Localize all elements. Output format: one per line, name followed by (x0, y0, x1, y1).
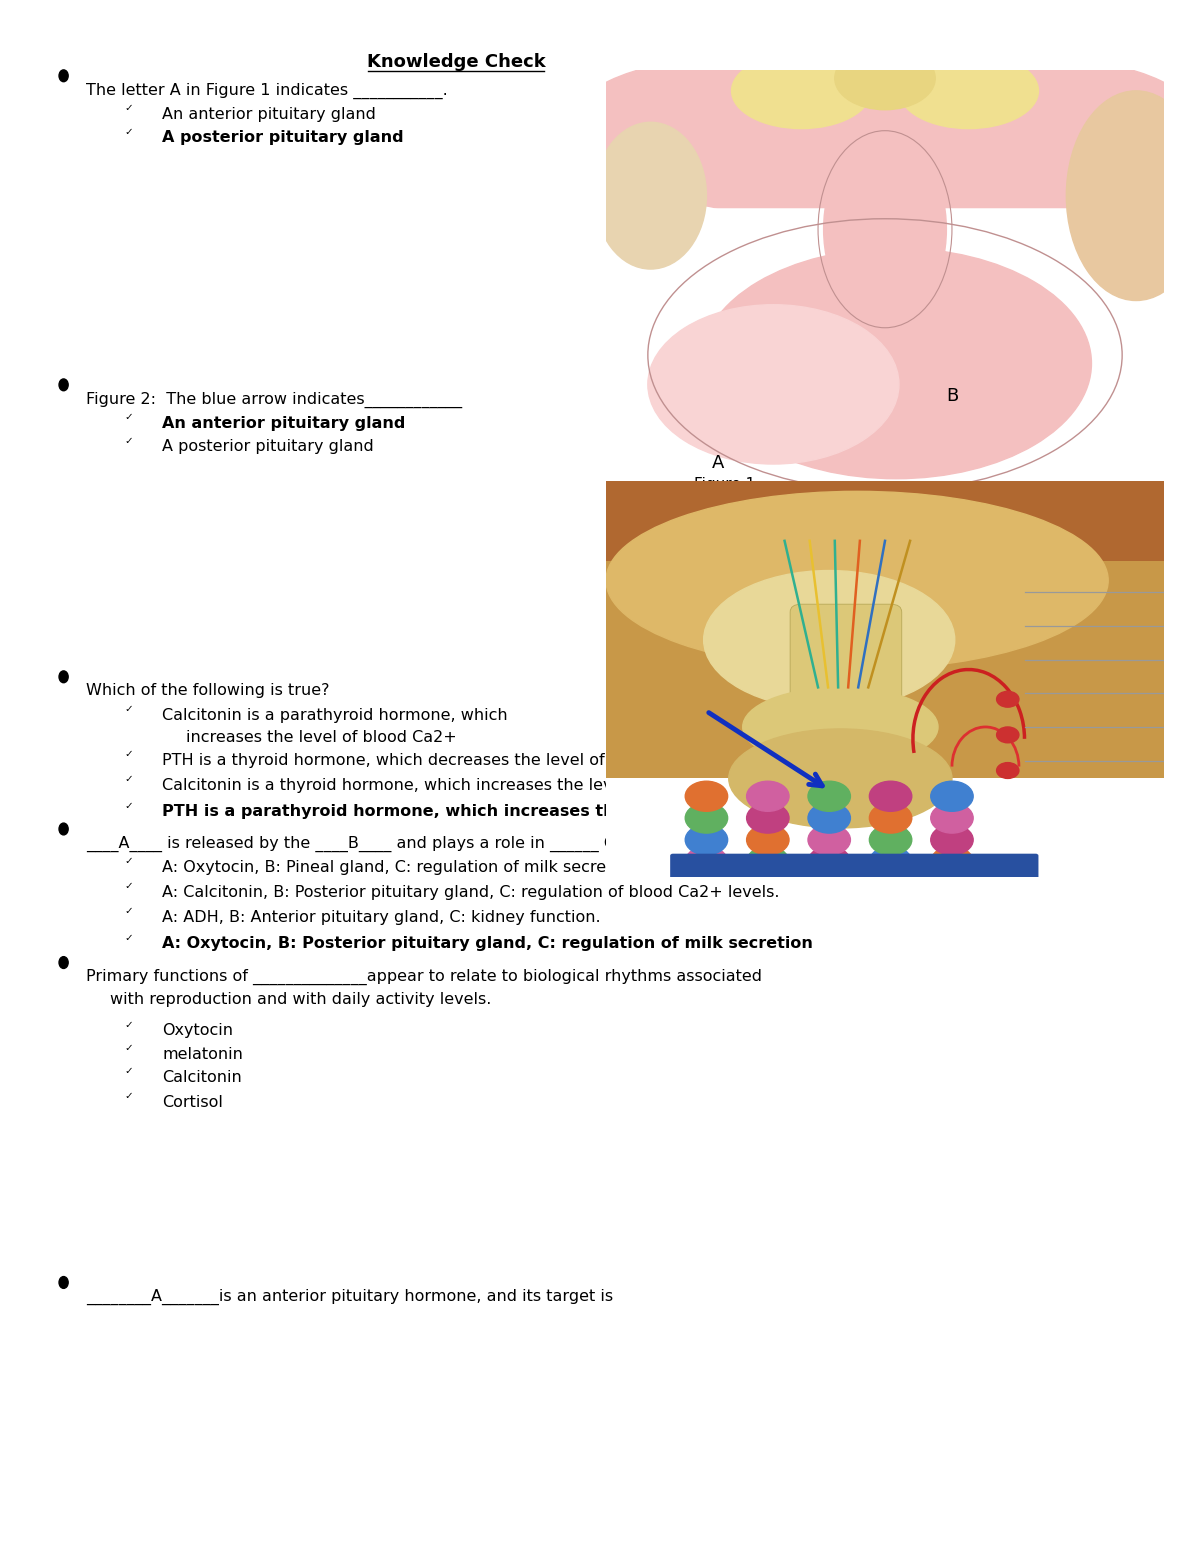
Text: ✓: ✓ (124, 801, 133, 811)
Text: ✓: ✓ (124, 775, 133, 784)
Text: ✓: ✓ (124, 750, 133, 759)
Circle shape (869, 825, 912, 854)
Circle shape (808, 846, 851, 876)
Text: increases the level of blood Ca2+: increases the level of blood Ca2+ (186, 730, 457, 745)
Text: Knowledge Check: Knowledge Check (367, 53, 545, 71)
Circle shape (685, 781, 727, 811)
FancyBboxPatch shape (606, 561, 1164, 778)
Circle shape (931, 825, 973, 854)
Ellipse shape (835, 47, 935, 110)
Circle shape (931, 846, 973, 876)
Text: ✓: ✓ (124, 413, 133, 422)
Circle shape (59, 823, 68, 836)
Text: Calcitonin: Calcitonin (162, 1070, 241, 1086)
Circle shape (808, 803, 851, 832)
Circle shape (931, 803, 973, 832)
Text: A posterior pituitary gland: A posterior pituitary gland (162, 130, 403, 146)
FancyBboxPatch shape (790, 604, 901, 719)
Ellipse shape (648, 304, 899, 464)
FancyBboxPatch shape (606, 778, 1164, 877)
Text: melatonin: melatonin (162, 1047, 242, 1062)
Text: ✓: ✓ (124, 436, 133, 446)
Text: B: B (946, 387, 958, 405)
FancyBboxPatch shape (606, 481, 1164, 568)
Text: Calcitonin is a thyroid hormone, which increases the level of blood Ca2+: Calcitonin is a thyroid hormone, which i… (162, 778, 746, 794)
Ellipse shape (564, 59, 871, 207)
Text: Calcitonin is a parathyroid hormone, which: Calcitonin is a parathyroid hormone, whi… (162, 708, 508, 724)
Text: ________A_______is an anterior pituitary hormone, and its target is: ________A_______is an anterior pituitary… (86, 1289, 613, 1305)
Circle shape (59, 70, 68, 82)
Text: A: ADH, B: Anterior pituitary gland, C: kidney function.: A: ADH, B: Anterior pituitary gland, C: … (162, 910, 601, 926)
Circle shape (746, 803, 790, 832)
Text: An anterior pituitary gland: An anterior pituitary gland (162, 107, 376, 123)
Text: ✓: ✓ (124, 1065, 133, 1076)
Text: Oxytocin: Oxytocin (162, 1023, 233, 1039)
Text: Which of the following is true?: Which of the following is true? (86, 683, 330, 699)
Text: ✓: ✓ (124, 907, 133, 916)
Text: Figure 2:  The blue arrow indicates____________: Figure 2: The blue arrow indicates______… (86, 391, 462, 407)
Text: with reproduction and with daily activity levels.: with reproduction and with daily activit… (110, 992, 492, 1008)
Circle shape (808, 781, 851, 811)
Ellipse shape (595, 123, 707, 269)
Circle shape (746, 825, 790, 854)
Text: Primary functions of ______________appear to relate to biological rhythms associ: Primary functions of ______________appea… (86, 969, 762, 985)
Text: ✓: ✓ (124, 102, 133, 113)
Circle shape (869, 846, 912, 876)
Ellipse shape (899, 59, 1200, 207)
Ellipse shape (732, 53, 871, 129)
Text: A: Calcitonin, B: Posterior pituitary gland, C: regulation of blood Ca2+ levels.: A: Calcitonin, B: Posterior pituitary gl… (162, 885, 780, 901)
Ellipse shape (1067, 90, 1200, 300)
Circle shape (685, 846, 727, 876)
Circle shape (931, 781, 973, 811)
Text: An anterior pituitary gland: An anterior pituitary gland (162, 416, 406, 432)
Text: PTH is a parathyroid hormone, which increases the level of blood Ca2+: PTH is a parathyroid hormone, which incr… (162, 804, 806, 820)
Text: ✓: ✓ (124, 1090, 133, 1101)
Circle shape (997, 763, 1019, 778)
Ellipse shape (703, 570, 955, 710)
Circle shape (746, 846, 790, 876)
Circle shape (685, 825, 727, 854)
Ellipse shape (743, 688, 938, 767)
Text: ✓: ✓ (124, 1044, 133, 1053)
Ellipse shape (823, 135, 947, 323)
Text: Figure 2: Figure 2 (694, 679, 755, 694)
Circle shape (746, 781, 790, 811)
Circle shape (59, 379, 68, 391)
Circle shape (997, 691, 1019, 707)
Circle shape (685, 803, 727, 832)
Text: ✓: ✓ (124, 882, 133, 891)
Text: ✓: ✓ (124, 857, 133, 867)
Text: ✓: ✓ (124, 127, 133, 137)
Ellipse shape (728, 728, 952, 828)
Text: A: Oxytocin, B: Pineal gland, C: regulation of milk secretion.: A: Oxytocin, B: Pineal gland, C: regulat… (162, 860, 642, 876)
Text: The letter A in Figure 1 indicates ___________.: The letter A in Figure 1 indicates _____… (86, 82, 448, 98)
Circle shape (59, 671, 68, 683)
Text: Cortisol: Cortisol (162, 1095, 223, 1110)
Text: ✓: ✓ (124, 1019, 133, 1030)
Text: Figure 1: Figure 1 (694, 477, 755, 492)
Ellipse shape (899, 53, 1038, 129)
Text: ✓: ✓ (124, 705, 133, 714)
FancyBboxPatch shape (670, 854, 1038, 879)
Circle shape (59, 957, 68, 969)
Text: ✓: ✓ (124, 932, 133, 943)
FancyBboxPatch shape (701, 78, 1097, 208)
Circle shape (59, 1277, 68, 1289)
Ellipse shape (606, 491, 1109, 669)
Circle shape (808, 825, 851, 854)
Text: ____A____ is released by the ____B____ and plays a role in ______ C________.: ____A____ is released by the ____B____ a… (86, 836, 685, 851)
Circle shape (869, 803, 912, 832)
Text: A: Oxytocin, B: Posterior pituitary gland, C: regulation of milk secretion: A: Oxytocin, B: Posterior pituitary glan… (162, 936, 812, 952)
Text: A: A (712, 455, 724, 472)
Text: A posterior pituitary gland: A posterior pituitary gland (162, 439, 373, 455)
Text: PTH is a thyroid hormone, which decreases the level of blood Ca2+: PTH is a thyroid hormone, which decrease… (162, 753, 704, 769)
Circle shape (997, 727, 1019, 742)
Ellipse shape (701, 248, 1092, 478)
Circle shape (869, 781, 912, 811)
